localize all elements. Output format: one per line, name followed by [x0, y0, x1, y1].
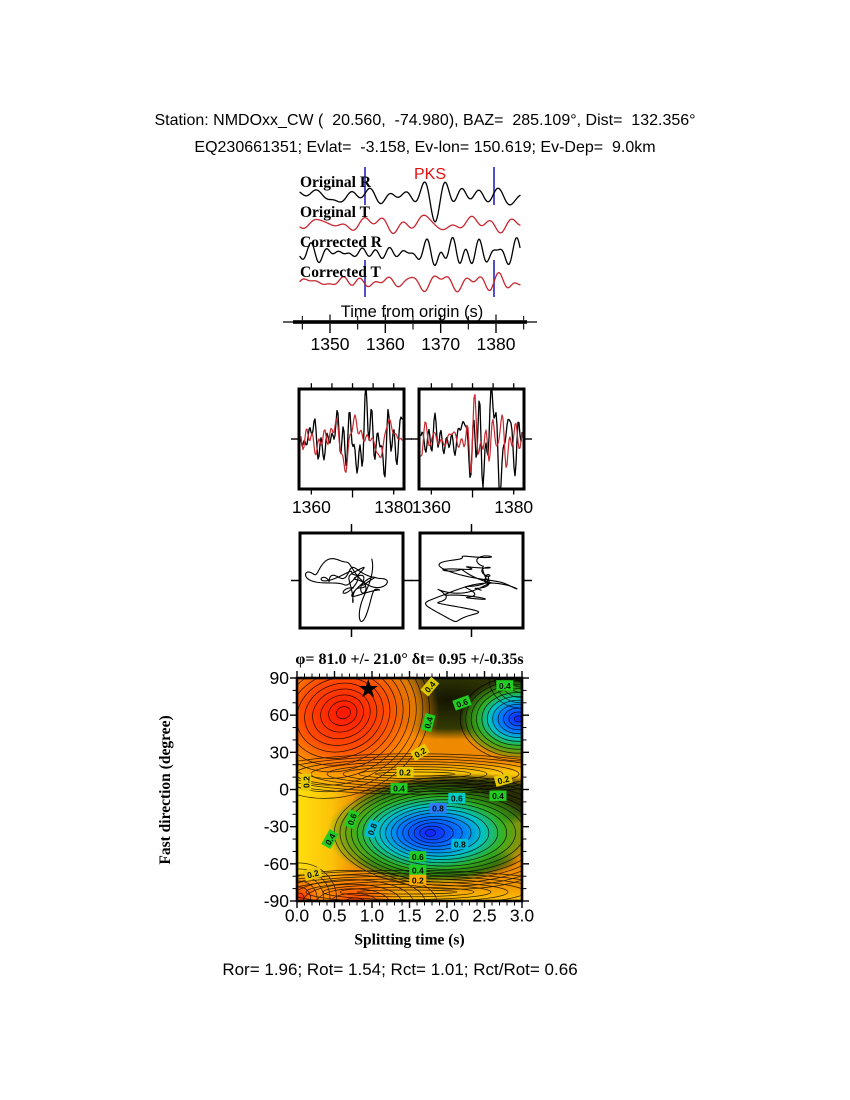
time-axis-thick — [293, 320, 527, 324]
contour-level-label: 0.8 — [364, 819, 380, 839]
contour-level-label: 0.2 — [493, 772, 513, 787]
trace-label: Corrected R — [300, 234, 383, 251]
trace-label: Original R — [300, 174, 372, 191]
contour-level-value: 0.2 — [399, 768, 411, 778]
phase-pick-label: PKS — [414, 166, 446, 183]
trace-original-r — [299, 181, 521, 223]
contour-level-value: 0.8 — [454, 839, 466, 849]
time-tick-label: 1350 — [311, 334, 350, 354]
window-tick-label: 1380 — [374, 497, 413, 517]
contour-level-value: 0.6 — [451, 794, 463, 804]
time-tick-label: 1380 — [477, 334, 516, 354]
time-tick-label: 1370 — [421, 334, 460, 354]
contour-level-value: 0.4 — [422, 715, 435, 729]
x-axis-title: Splitting time (s) — [354, 932, 464, 949]
contour-level-label: 0.8 — [451, 838, 469, 849]
contour-level-label: 0.6 — [448, 793, 466, 804]
window-series-t — [300, 414, 403, 473]
window-series-r — [420, 390, 523, 488]
y-tick-label: -60 — [264, 854, 290, 874]
particle-motion-curve — [304, 558, 388, 623]
x-tick-label: 0.5 — [322, 906, 346, 926]
contour-level-value: 0.8 — [432, 804, 444, 814]
contour-level-label: 0.4 — [496, 680, 514, 691]
header-event-line: EQ230661351; Evlat= -3.158, Ev-lon= 150.… — [194, 139, 656, 156]
window-panel-series — [420, 390, 523, 488]
contour-level-label: 0.2 — [303, 866, 323, 881]
y-axis-title: Fast direction (degree) — [157, 715, 174, 864]
contour-level-value: 0.2 — [306, 868, 320, 881]
trace-corrected-t — [299, 271, 521, 293]
window-tick-label: 1380 — [494, 497, 533, 517]
particle-motion-box — [418, 531, 525, 630]
contour-level-label: 0.2 — [300, 773, 311, 791]
x-tick-label: 1.5 — [397, 906, 421, 926]
hodogram-path — [304, 558, 388, 623]
window-tick-label: 1360 — [412, 497, 451, 517]
contour-plot-area: 0.40.60.40.40.20.20.40.2 0.20.40.60.80.60… — [290, 671, 529, 908]
x-tick-label: 1.0 — [360, 906, 385, 926]
contour-level-label: 0.4 — [409, 864, 427, 875]
misfit-minimum-right — [460, 678, 522, 759]
time-axis-title: Time from origin (s) — [341, 303, 483, 321]
x-tick-label: 0.0 — [285, 906, 310, 926]
window-series-r — [300, 390, 403, 478]
x-tick-label: 2.5 — [472, 906, 496, 926]
contour-level-label: 0.2 — [396, 767, 414, 778]
contour-level-label: 0.8 — [429, 802, 447, 814]
window-panel-series — [300, 390, 403, 478]
y-tick-label: 90 — [270, 668, 290, 688]
x-tick-label: 3.0 — [510, 906, 535, 926]
contour-level-value: 0.4 — [492, 791, 504, 801]
contour-level-value: 0.2 — [496, 774, 510, 787]
contour-level-value: 0.8 — [366, 822, 380, 837]
trace-label: Corrected T — [300, 264, 381, 281]
contour-level-value: 0.4 — [412, 865, 424, 875]
time-tick-label: 1360 — [366, 334, 405, 354]
contour-level-value: 0.2 — [412, 875, 424, 885]
contour-level-value: 0.6 — [345, 812, 359, 827]
result-ratios-line: Ror= 1.96; Rot= 1.54; Rct= 1.01; Rct/Rot… — [222, 960, 578, 979]
contour-level-label: 0.2 — [409, 874, 427, 885]
contour-level-value: 0.6 — [412, 852, 424, 862]
y-tick-label: -90 — [264, 891, 290, 911]
contour-level-value: 0.2 — [301, 776, 311, 788]
misfit-contour-plot: φ= 81.0 +/- 21.0° δt= 0.95 +/-0.35s Fast … — [157, 651, 535, 949]
contour-level-label: 0.4 — [489, 790, 507, 801]
header-station-line: Station: NMDOxx_CW ( 20.560, -74.980), B… — [154, 112, 696, 129]
x-tick-label: 2.0 — [435, 906, 460, 926]
waveform-traces-plot: Original R Original T Corrected R Corrected… — [283, 166, 537, 354]
contour-level-label: 0.4 — [390, 783, 408, 794]
trace-original-t — [299, 214, 521, 235]
trace-label: Original T — [300, 204, 371, 221]
contour-level-label: 0.6 — [452, 695, 472, 711]
contour-level-value: 0.6 — [455, 696, 470, 710]
y-tick-label: 0 — [279, 780, 289, 800]
particle-motion-curve — [424, 555, 518, 623]
y-tick-label: 60 — [270, 705, 290, 725]
window-series-t — [420, 393, 523, 474]
contour-level-label: 0.6 — [409, 851, 427, 862]
contour-level-value: 0.4 — [393, 784, 405, 794]
window-tick-label: 1360 — [292, 497, 331, 517]
trace-corrected-r — [299, 236, 521, 267]
contour-level-label: 0.6 — [344, 809, 360, 829]
contour-level-value: 0.4 — [499, 681, 511, 691]
best-fit-star — [358, 679, 378, 698]
y-tick-label: 30 — [270, 742, 290, 762]
contour-level-label: 0.4 — [421, 713, 436, 733]
particle-motion-panels — [291, 524, 532, 637]
y-tick-label: -30 — [264, 817, 290, 837]
hodogram-path — [424, 555, 518, 623]
contour-title: φ= 81.0 +/- 21.0° δt= 0.95 +/-0.35s — [295, 651, 523, 668]
